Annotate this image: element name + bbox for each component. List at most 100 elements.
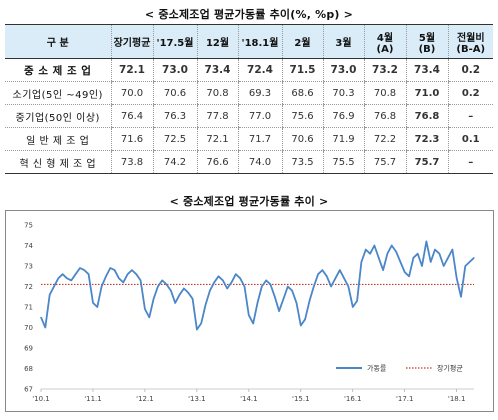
data-point (334, 277, 336, 279)
row-label: 중 소 제 조 업 (5, 58, 111, 82)
table-cell: 75.5 (322, 150, 364, 174)
data-point (148, 316, 150, 318)
data-point (114, 269, 116, 271)
data-point (430, 261, 432, 263)
table-cell: 76.8 (363, 104, 406, 128)
table-cell: 73.4 (196, 58, 238, 82)
data-point (365, 249, 367, 251)
chart-svg: 67 68 69 70 71 72 73 74 75 '10.1 '11.1 '12.1 '13.1 '1… (24, 222, 475, 403)
data-point (101, 285, 103, 288)
data-point (105, 275, 107, 277)
table-cell: 71.0 (405, 81, 448, 105)
table-cell: 76.3 (152, 104, 197, 128)
data-point (118, 277, 120, 279)
table-row: 소기업(5인 ~49인) 70.0 70.6 70.8 69.3 68.6 70.3 70.8… (5, 81, 493, 105)
table-cell: 72.3 (405, 127, 448, 151)
data-point (265, 279, 267, 281)
x-tick-label: '15.1 (292, 395, 310, 403)
data-point (347, 285, 349, 288)
table-cell: 75.7 (363, 150, 406, 174)
data-point (404, 271, 406, 273)
data-point (170, 290, 172, 292)
data-point (44, 326, 46, 329)
table-cell: 76.8 (405, 104, 448, 128)
data-point (204, 304, 207, 306)
table-cell: 74.0 (237, 150, 282, 174)
table-cell: 70.6 (281, 127, 323, 151)
table-cell: 71.6 (110, 127, 153, 151)
x-tick-label: '12.1 (136, 395, 154, 403)
data-point (209, 290, 211, 292)
table-cell: 76.6 (196, 150, 238, 174)
data-point (62, 273, 64, 275)
table-title: < 중소제조업 평균가동률 추이(%, %p) > (144, 8, 354, 21)
data-point (40, 316, 42, 318)
data-point (53, 285, 55, 288)
data-point (287, 285, 289, 288)
table-cell: 70.8 (363, 81, 406, 105)
data-point (456, 277, 458, 279)
data-point (256, 302, 259, 304)
data-point (460, 296, 462, 298)
table-cell: 73.0 (152, 58, 197, 82)
data-point (425, 240, 427, 242)
table-row: 혁 신 형 제 조 업 73.8 74.2 76.6 74.0 73.5 75.5 75.7 7… (5, 150, 493, 174)
data-point (122, 281, 124, 283)
chart-title: < 중소제조업 평균가동률 추이 > (169, 195, 329, 208)
line-chart: 67 68 69 70 71 72 73 74 75 '10.1 '11.1 '12.1 '13.1 '1… (5, 210, 494, 412)
x-tick-label: '14.1 (240, 395, 258, 403)
data-point (153, 298, 155, 300)
y-tick-label: 72 (24, 283, 33, 291)
table-header-cell: '18.1월 (237, 24, 282, 59)
table-cell: – (447, 104, 493, 128)
table-cell: 74.2 (152, 150, 197, 174)
table-header-cell: 3월 (322, 24, 364, 59)
data-point (135, 273, 137, 275)
table-header-cell: 12월 (196, 24, 238, 59)
data-point (352, 306, 354, 308)
data-point (421, 265, 423, 267)
data-point (200, 322, 202, 324)
table-cell: 70.3 (322, 81, 364, 105)
data-point (239, 277, 241, 279)
table-cell: 77.0 (237, 104, 282, 128)
data-point (196, 328, 198, 331)
table-cell: 77.8 (196, 104, 238, 128)
table-cell: 71.7 (237, 127, 282, 151)
data-point (308, 300, 311, 302)
table-cell: 70.6 (152, 81, 197, 105)
data-point (464, 265, 466, 267)
table-cell: 72.2 (363, 127, 406, 151)
table-row: 일 반 제 조 업 71.6 72.5 72.1 71.7 70.6 71.9 72.2 72.… (5, 127, 493, 151)
data-point (300, 324, 302, 327)
data-point (313, 285, 315, 288)
table-header-cell: 5월 (B) (405, 24, 448, 59)
data-point (157, 285, 159, 288)
table-cell: 70.8 (196, 81, 238, 105)
row-label: 중기업(50인 이상) (5, 104, 111, 128)
table-cell: 68.6 (281, 81, 323, 105)
table-header-cell: '17.5월 (152, 24, 197, 59)
data-point (382, 269, 384, 271)
data-point (378, 257, 380, 259)
table-cell: 72.1 (110, 58, 153, 82)
data-point (213, 281, 215, 283)
table-cell: 73.2 (363, 58, 406, 82)
x-tick-label: '10.1 (32, 395, 50, 403)
data-point (469, 261, 471, 263)
data-point (235, 273, 237, 275)
table-cell: 70.0 (110, 81, 153, 105)
table-cell: 73.4 (405, 58, 448, 82)
table-cell: 72.4 (237, 58, 282, 82)
data-point (217, 275, 220, 277)
data-point (395, 251, 397, 253)
table-cell: 75.7 (405, 150, 448, 174)
table-cell: 0.2 (447, 58, 493, 82)
data-point (343, 277, 345, 279)
y-tick-label: 73 (24, 263, 33, 271)
data-point (269, 283, 272, 286)
legend-label-series: 가동률 (367, 364, 387, 373)
data-point (408, 275, 410, 277)
data-point (127, 273, 129, 275)
data-point (187, 292, 189, 294)
